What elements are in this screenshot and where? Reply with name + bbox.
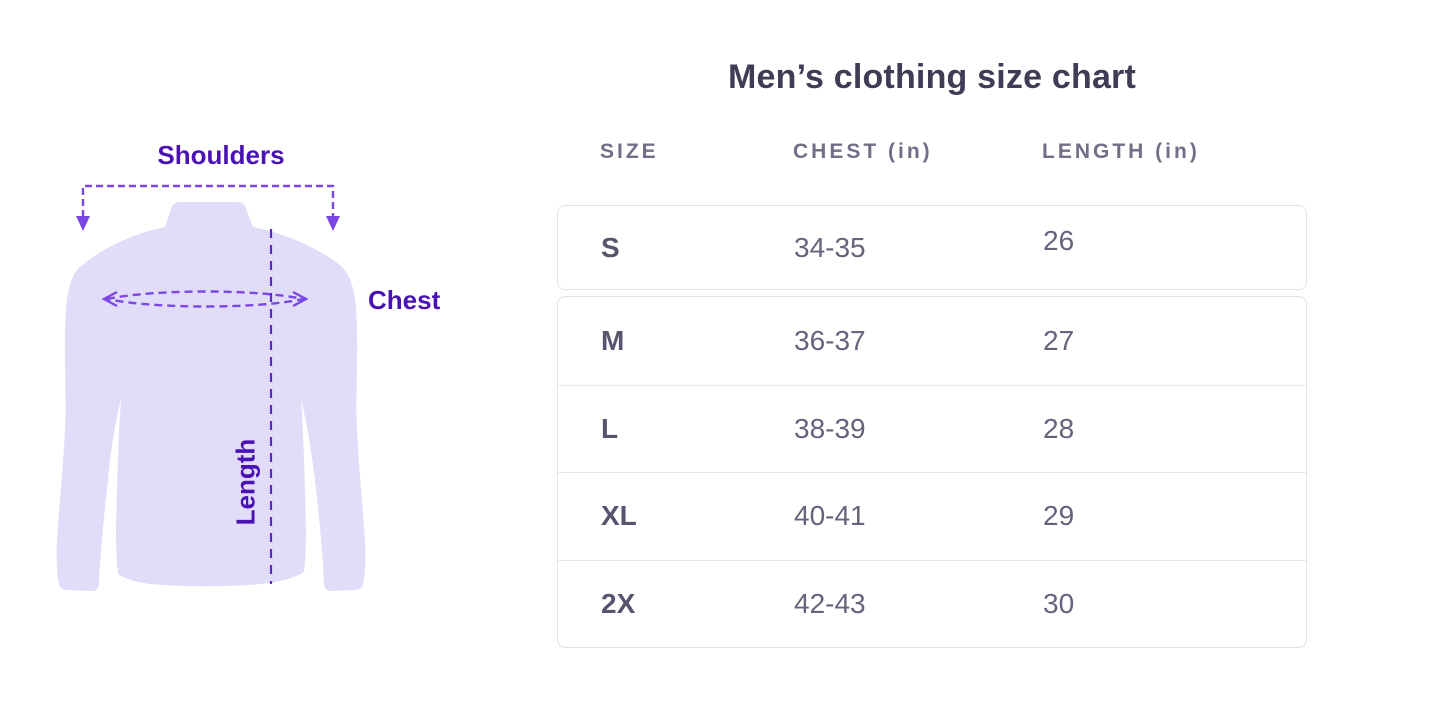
- size-cell: L: [601, 412, 619, 444]
- table-row: M 36-37 27: [558, 297, 1306, 385]
- shoulders-measure: [81, 184, 335, 217]
- shoulder-arrow-left-icon: [76, 216, 90, 231]
- size-cell: 2X: [601, 587, 636, 619]
- chest-ellipse-line: [106, 290, 304, 308]
- shirt-silhouette: [56, 202, 366, 592]
- column-header-chest: CHEST (in): [793, 140, 933, 163]
- length-cell: 26: [1043, 224, 1075, 256]
- table-row: XL 40-41 29: [558, 472, 1306, 560]
- chest-cell: 34-35: [794, 231, 866, 263]
- chest-label: Chest: [368, 285, 441, 315]
- size-cell: S: [601, 231, 620, 263]
- table-body-card: M 36-37 27 L 38-39 28 XL 40-41 29 2X 42-…: [557, 296, 1307, 648]
- table-row: L 38-39 28: [558, 384, 1306, 473]
- size-cell: XL: [601, 500, 637, 532]
- length-cell: 29: [1043, 500, 1075, 532]
- chest-cell: 36-37: [794, 324, 866, 356]
- chest-cell: 40-41: [794, 500, 866, 532]
- shoulders-bracket-line: [81, 184, 335, 217]
- length-cell: 28: [1043, 412, 1075, 444]
- chest-arrow-left-icon: [101, 290, 118, 308]
- chest-cell: 38-39: [794, 412, 866, 444]
- length-cell: 27: [1043, 324, 1075, 356]
- chest-arrow-right-icon: [292, 290, 309, 308]
- shoulder-arrow-right-icon: [326, 216, 340, 231]
- chart-title: Men’s clothing size chart: [727, 58, 1137, 96]
- shoulders-label: Shoulders: [157, 140, 285, 170]
- column-header-size: SIZE: [600, 140, 659, 163]
- length-label: Length: [230, 438, 261, 526]
- size-cell: M: [601, 324, 625, 356]
- table-row: S 34-35 26: [558, 206, 1306, 289]
- chest-cell: 42-43: [794, 587, 866, 619]
- table-header: SIZE CHEST (in) LENGTH (in): [557, 140, 1307, 164]
- table-row-card-s: S 34-35 26: [557, 205, 1307, 290]
- column-header-length: LENGTH (in): [1042, 140, 1200, 163]
- length-cell: 30: [1043, 587, 1075, 619]
- table-row: 2X 42-43 30: [558, 559, 1306, 648]
